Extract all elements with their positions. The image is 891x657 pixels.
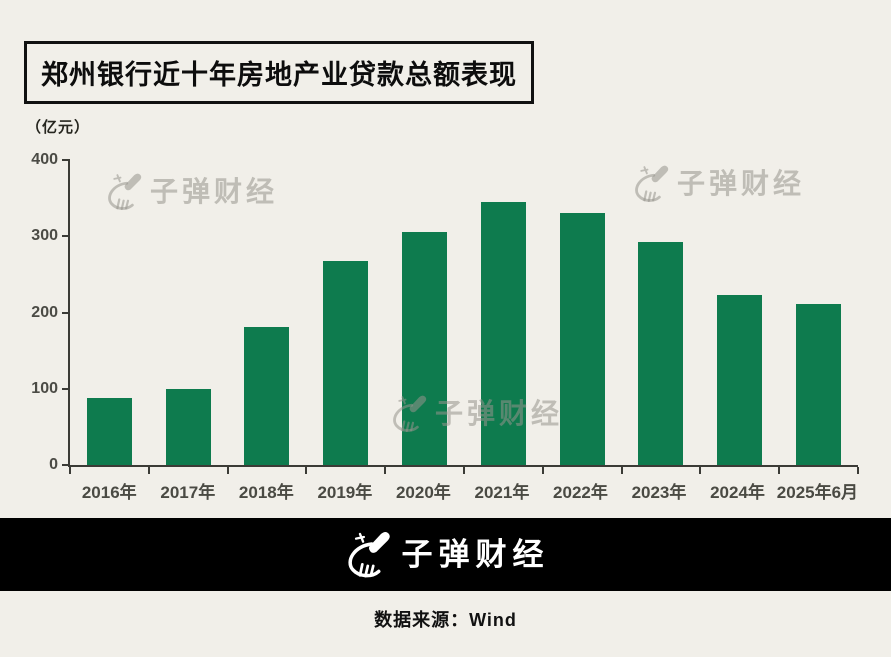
bar-slot [543, 160, 622, 465]
x-axis-tick [541, 467, 544, 474]
y-axis-tick [62, 464, 70, 466]
bullet-finance-logo-icon [347, 531, 390, 577]
x-axis-label: 2025年6月 [776, 483, 859, 502]
x-axis-label: 2021年 [474, 483, 530, 502]
chart-title: 郑州银行近十年房地产业贷款总额表现 [24, 41, 534, 104]
bar-2025年6月 [796, 304, 842, 465]
x-axis-tick [305, 467, 308, 474]
x-axis-label: 2022年 [553, 483, 608, 502]
x-axis-tick [226, 467, 229, 474]
data-source-text: 数据来源：Wind [374, 610, 517, 630]
x-axis-label: 2016年 [81, 483, 137, 502]
x-axis-tick [620, 467, 623, 474]
x-axis-label: 2020年 [395, 483, 451, 502]
y-axis-tick [62, 235, 70, 238]
x-axis-tick [69, 467, 71, 474]
bars [70, 160, 858, 465]
bar-slot [464, 160, 543, 465]
x-axis-label: 2018年 [238, 483, 294, 502]
x-axis-tick [147, 467, 150, 474]
bar-slot [622, 160, 701, 465]
x-axis-tick [778, 467, 781, 474]
bar-2023年 [638, 242, 684, 465]
bar-slot [700, 160, 779, 465]
bar-2018年 [244, 327, 290, 465]
footer-brand-text: 子弹财经 [401, 537, 550, 572]
bar-slot [779, 160, 858, 465]
x-axis-tick [384, 467, 387, 474]
y-axis-label: 400 [31, 151, 58, 168]
y-axis-label: 200 [31, 303, 58, 321]
y-axis-unit-label: （亿元） [26, 119, 91, 136]
bar-2020年 [402, 231, 448, 465]
bar-slot [149, 160, 228, 465]
x-axis-label: 2023年 [631, 483, 687, 502]
plot-area: 0 100 200 300 400 2016年 2017年 2018年 2019年 2020年 2… [31, 152, 859, 502]
x-axis-label: 2017年 [160, 483, 216, 502]
y-axis-label: 300 [31, 227, 58, 245]
bar-slot [70, 160, 149, 465]
x-axis-tick [699, 467, 702, 474]
y-axis-tick [62, 311, 70, 314]
bar-slot [385, 160, 464, 465]
bar-2024年 [717, 294, 763, 465]
bar-2017年 [165, 388, 211, 465]
y-axis-label: 0 [49, 456, 58, 473]
y-axis-tick [62, 159, 70, 161]
x-axis-labels: 2016年 2017年 2018年 2019年 2020年 2021年 2022年 2023年… [70, 478, 858, 503]
x-axis-tick [463, 467, 465, 474]
footer-banner: 子弹财经 [0, 518, 891, 591]
y-axis-label: 100 [31, 379, 58, 397]
x-axis-tick [857, 467, 859, 474]
x-axis-label: 2024年 [710, 483, 765, 502]
bar-slot [306, 160, 385, 465]
bar-2019年 [323, 261, 369, 465]
y-axis-tick [62, 387, 70, 390]
x-axis-label: 2019年 [317, 483, 373, 502]
bar-slot [228, 160, 307, 465]
bar-2021年 [480, 201, 526, 465]
bar-2016年 [86, 397, 132, 465]
bar-2022年 [559, 213, 605, 465]
